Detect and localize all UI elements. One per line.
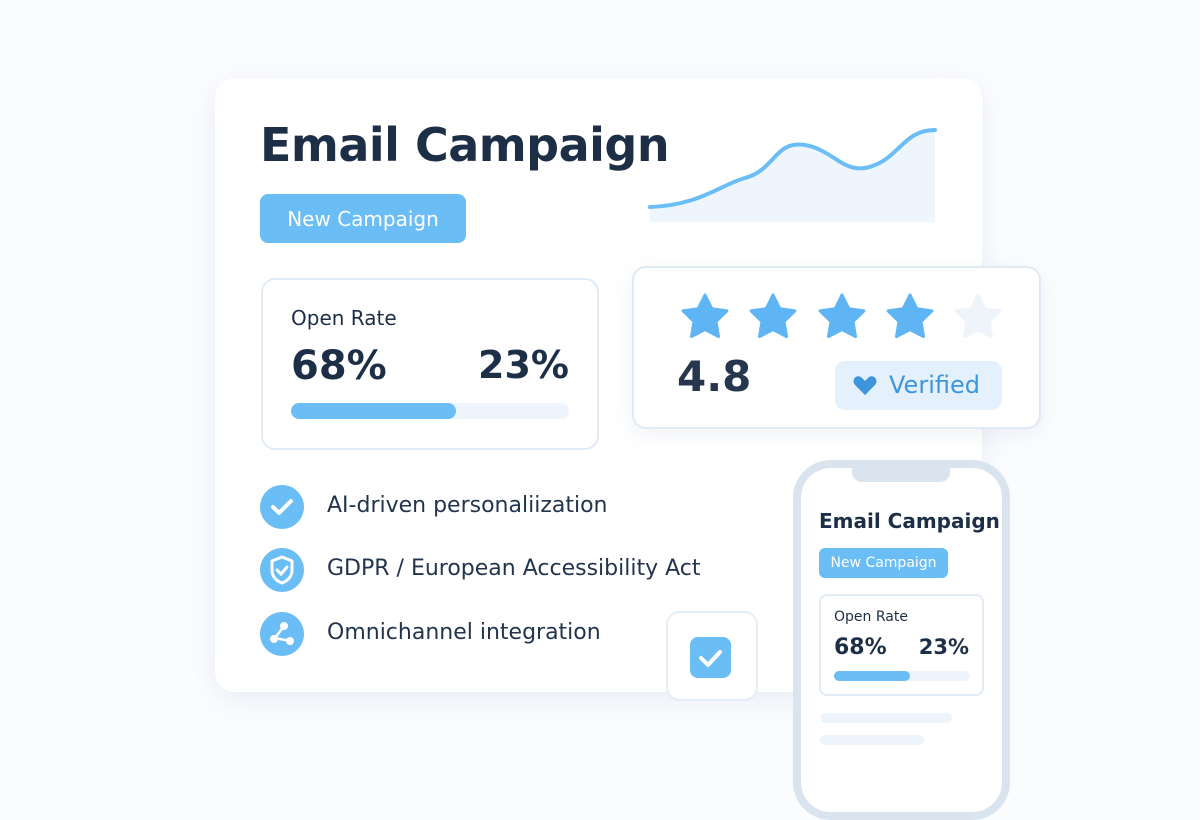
star [749, 293, 797, 339]
phone-title: Email Campaign [819, 509, 1000, 533]
heart-icon [853, 376, 877, 395]
phone-stat-primary: 68% [834, 635, 887, 660]
star-empty [954, 293, 1002, 339]
phone-button[interactable]: New Campaign [819, 548, 948, 578]
stat-primary: 68% [291, 343, 387, 389]
sparkline-area [650, 130, 935, 222]
stat-label: Open Rate [291, 306, 397, 330]
checkbox[interactable] [690, 637, 732, 679]
feature: GDPR / European Accessibility Act [327, 556, 701, 581]
placeholder-line [820, 735, 924, 745]
page: Email Campaign New Campaign Open Rate 68… [260, 118, 1041, 820]
new-campaign-button[interactable]: New Campaign [260, 194, 466, 243]
phone-notch [852, 466, 950, 482]
sparkline [648, 128, 937, 209]
phone-stat-secondary: 23% [918, 635, 969, 659]
title: Email Campaign [260, 118, 670, 172]
stat-card [261, 278, 599, 450]
stars [681, 293, 1002, 339]
verified-text: Verified [889, 371, 980, 399]
feature: Omnichannel integration [327, 620, 601, 645]
feature: AI-driven personaliization [327, 493, 608, 518]
placeholder-line [820, 713, 952, 723]
star [886, 293, 934, 339]
star [818, 293, 866, 339]
phone-progress-fill [834, 671, 910, 681]
progress-fill [291, 403, 456, 419]
star [681, 293, 729, 339]
stat-secondary: 23% [478, 343, 569, 387]
phone-stat-label: Open Rate [834, 609, 908, 625]
feature-icons [260, 485, 304, 656]
rating-score: 4.8 [677, 352, 752, 401]
decor [648, 128, 937, 222]
